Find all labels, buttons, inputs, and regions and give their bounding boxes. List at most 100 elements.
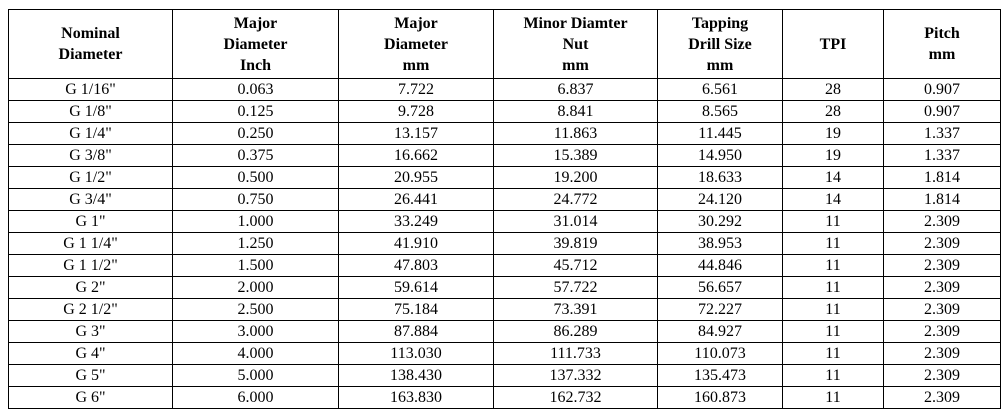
table-cell: 1.500 xyxy=(172,254,339,277)
table-cell: 11 xyxy=(782,364,884,387)
header-major-diameter-mm: Major Diameter mm xyxy=(338,9,494,79)
table-cell: 111.733 xyxy=(493,342,658,365)
table-body: G 1/16" 0.063 7.722 6.837 6.561 28 0.907 G 1/8"… xyxy=(8,78,1001,409)
table-row: G 1" 1.000 33.249 31.014 30.292 11 2.309 xyxy=(8,210,1001,233)
table-cell: 38.953 xyxy=(657,232,783,255)
thread-spec-table: Nominal Diameter Major Diameter Inch Maj… xyxy=(8,9,1001,409)
table-cell: 11 xyxy=(782,254,884,277)
table-cell: 162.732 xyxy=(493,386,658,409)
table-cell: G 1/16" xyxy=(8,78,173,101)
table-cell: 75.184 xyxy=(338,298,494,321)
table-cell: G 1 1/2" xyxy=(8,254,173,277)
table-cell: G 4" xyxy=(8,342,173,365)
table-cell: 0.375 xyxy=(172,144,339,167)
table-cell: G 3/4" xyxy=(8,188,173,211)
header-pitch-mm: Pitch mm xyxy=(883,9,1001,79)
table-cell: G 3/8" xyxy=(8,144,173,167)
table-cell: 0.500 xyxy=(172,166,339,189)
header-major-diameter-inch: Major Diameter Inch xyxy=(172,9,339,79)
table-cell: G 2 1/2" xyxy=(8,298,173,321)
table-cell: 0.750 xyxy=(172,188,339,211)
table-cell: 39.819 xyxy=(493,232,658,255)
table-cell: 11 xyxy=(782,232,884,255)
table-row: G 3/4" 0.750 26.441 24.772 24.120 14 1.814 xyxy=(8,188,1001,211)
table-cell: 2.000 xyxy=(172,276,339,299)
table-cell: G 1 1/4" xyxy=(8,232,173,255)
table-row: G 4" 4.000 113.030 111.733 110.073 11 2.309 xyxy=(8,342,1001,365)
header-nominal-diameter: Nominal Diameter xyxy=(8,9,173,79)
table-cell: 0.907 xyxy=(883,78,1001,101)
table-cell: G 2" xyxy=(8,276,173,299)
table-cell: 2.309 xyxy=(883,342,1001,365)
table-cell: 73.391 xyxy=(493,298,658,321)
table-cell: 2.309 xyxy=(883,232,1001,255)
table-cell: 24.772 xyxy=(493,188,658,211)
table-cell: 33.249 xyxy=(338,210,494,233)
header-tapping-drill-size-mm: Tapping Drill Size mm xyxy=(657,9,783,79)
table-row: G 6" 6.000 163.830 162.732 160.873 11 2.309 xyxy=(8,386,1001,409)
table-cell: 14 xyxy=(782,188,884,211)
table-cell: 20.955 xyxy=(338,166,494,189)
table-cell: 14.950 xyxy=(657,144,783,167)
table-row: G 2" 2.000 59.614 57.722 56.657 11 2.309 xyxy=(8,276,1001,299)
table-cell: 113.030 xyxy=(338,342,494,365)
table-cell: 137.332 xyxy=(493,364,658,387)
table-cell: 2.500 xyxy=(172,298,339,321)
table-cell: 8.565 xyxy=(657,100,783,123)
table-cell: 19 xyxy=(782,144,884,167)
table-cell: 15.389 xyxy=(493,144,658,167)
table-cell: G 1/4" xyxy=(8,122,173,145)
table-cell: 6.561 xyxy=(657,78,783,101)
table-cell: 59.614 xyxy=(338,276,494,299)
table-row: G 3" 3.000 87.884 86.289 84.927 11 2.309 xyxy=(8,320,1001,343)
table-cell: 138.430 xyxy=(338,364,494,387)
table-cell: 8.841 xyxy=(493,100,658,123)
table-cell: 1.000 xyxy=(172,210,339,233)
table-cell: 13.157 xyxy=(338,122,494,145)
table-cell: 0.063 xyxy=(172,78,339,101)
table-cell: 4.000 xyxy=(172,342,339,365)
table-cell: 14 xyxy=(782,166,884,189)
table-cell: 41.910 xyxy=(338,232,494,255)
table-row: G 1/4" 0.250 13.157 11.863 11.445 19 1.337 xyxy=(8,122,1001,145)
table-cell: 28 xyxy=(782,78,884,101)
table-cell: G 3" xyxy=(8,320,173,343)
table-cell: 0.125 xyxy=(172,100,339,123)
table-cell: 19.200 xyxy=(493,166,658,189)
table-cell: 26.441 xyxy=(338,188,494,211)
table-cell: 163.830 xyxy=(338,386,494,409)
table-cell: G 1/2" xyxy=(8,166,173,189)
table-cell: 16.662 xyxy=(338,144,494,167)
table-cell: 11.445 xyxy=(657,122,783,145)
table-cell: 11 xyxy=(782,276,884,299)
table-row: G 3/8" 0.375 16.662 15.389 14.950 19 1.337 xyxy=(8,144,1001,167)
table-cell: 11 xyxy=(782,342,884,365)
header-tpi: TPI xyxy=(782,9,884,79)
table-cell: 11 xyxy=(782,320,884,343)
table-cell: 2.309 xyxy=(883,276,1001,299)
table-cell: 44.846 xyxy=(657,254,783,277)
table-cell: G 1" xyxy=(8,210,173,233)
table-row: G 2 1/2" 2.500 75.184 73.391 72.227 11 2.309 xyxy=(8,298,1001,321)
table-cell: 30.292 xyxy=(657,210,783,233)
table-cell: 6.837 xyxy=(493,78,658,101)
table-cell: G 6" xyxy=(8,386,173,409)
table-cell: 84.927 xyxy=(657,320,783,343)
table-cell: 160.873 xyxy=(657,386,783,409)
table-cell: 7.722 xyxy=(338,78,494,101)
table-row: G 1/16" 0.063 7.722 6.837 6.561 28 0.907 xyxy=(8,78,1001,101)
table-cell: 2.309 xyxy=(883,386,1001,409)
table-cell: 11.863 xyxy=(493,122,658,145)
table-cell: 9.728 xyxy=(338,100,494,123)
table-cell: 57.722 xyxy=(493,276,658,299)
table-cell: 110.073 xyxy=(657,342,783,365)
table-cell: 11 xyxy=(782,210,884,233)
table-cell: 0.250 xyxy=(172,122,339,145)
table-cell: 2.309 xyxy=(883,320,1001,343)
table-cell: 5.000 xyxy=(172,364,339,387)
table-cell: 19 xyxy=(782,122,884,145)
header-minor-diameter-nut-mm: Minor Diamter Nut mm xyxy=(493,9,658,79)
table-cell: 1.337 xyxy=(883,122,1001,145)
table-row: G 5" 5.000 138.430 137.332 135.473 11 2.309 xyxy=(8,364,1001,387)
table-row: G 1/8" 0.125 9.728 8.841 8.565 28 0.907 xyxy=(8,100,1001,123)
